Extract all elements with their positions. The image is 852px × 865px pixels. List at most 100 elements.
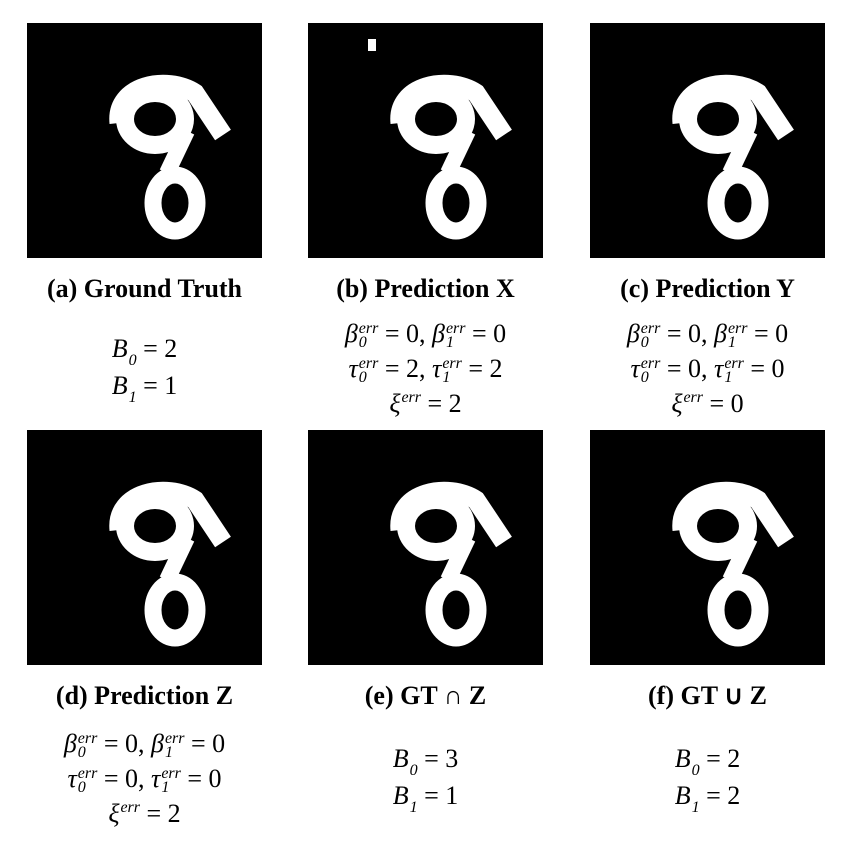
scripts: err 0 (358, 355, 379, 386)
subscript: 1 (164, 743, 173, 761)
scripts: 1 (409, 799, 418, 816)
scripts: err 1 (164, 729, 185, 761)
scripts: err 1 (442, 354, 462, 385)
equation-line: β err 0 = 0, β err 1 = 0 (627, 316, 788, 351)
symbol: ξ (671, 388, 683, 418)
expression: = 2 (421, 388, 462, 418)
superscript: err (683, 388, 704, 406)
scripts: 1 (691, 799, 700, 816)
equation-line: τ err 0 = 0, τ err 1 = 0 (630, 351, 784, 386)
equation-line: τ err 0 = 2, τ err 1 = 2 (348, 351, 502, 386)
caption: (b) Prediction X (336, 274, 515, 303)
mask-image (27, 23, 262, 258)
equations: β err 0 = 0, β err 1 = 0 τ err 0 = 0, τ err 1 = 0… (566, 312, 850, 424)
expression: = 0 (184, 728, 226, 758)
symbol: B (111, 334, 128, 363)
caption: (c) Prediction Y (620, 274, 795, 303)
expression: = 0 (703, 388, 744, 418)
subscript: 0 (409, 762, 418, 779)
symbol: τ (348, 353, 358, 383)
symbol: B (674, 744, 691, 773)
scripts: err 0 (77, 729, 98, 761)
subscript: 1 (691, 799, 700, 816)
expression: = 2, (378, 353, 432, 383)
expression: = 1 (417, 781, 459, 810)
superscript: err (164, 729, 185, 747)
expression: = 0, (660, 353, 714, 383)
symbol: ξ (108, 798, 120, 828)
symbol: β (63, 728, 77, 758)
subscript: 1 (161, 778, 170, 796)
equations: β err 0 = 0, β err 1 = 0 τ err 0 = 2, τ err 1 = 2… (284, 312, 568, 424)
subscript: 0 (77, 743, 86, 761)
subscript: 0 (358, 368, 367, 386)
superscript: err (640, 319, 661, 337)
expression: = 0, (378, 318, 432, 348)
equation-line: ξ err = 0 (671, 386, 743, 421)
scripts: err 0 (640, 354, 661, 385)
subscript: 0 (691, 762, 700, 779)
subscript: 1 (409, 799, 418, 816)
equation-line: ξ err = 2 (108, 796, 180, 831)
symbol: ξ (389, 388, 401, 418)
subscript: 1 (724, 368, 733, 386)
mask-image (590, 23, 825, 258)
subscript: 0 (358, 333, 367, 351)
equations: β err 0 = 0, β err 1 = 0 τ err 0 = 0, τ err 1 = 0… (3, 722, 287, 834)
scripts: err 1 (161, 764, 181, 796)
symbol: β (432, 318, 445, 348)
scripts: err (120, 798, 141, 816)
superscript: err (161, 764, 181, 782)
superscript: err (445, 319, 466, 337)
superscript: err (640, 354, 661, 372)
symbol: β (714, 318, 727, 348)
scripts: err 1 (724, 354, 744, 386)
subscript: 1 (128, 389, 137, 406)
symbol: τ (432, 353, 442, 383)
scripts: 0 (128, 352, 137, 369)
superscript: err (120, 798, 141, 816)
subscript: 1 (445, 333, 454, 351)
superscript: err (77, 764, 98, 782)
scripts: 0 (691, 762, 700, 779)
symbol: τ (630, 353, 640, 383)
scripts: err 0 (358, 320, 379, 351)
expression: = 3 (417, 744, 459, 773)
mask-image (308, 430, 543, 665)
scripts: 0 (409, 762, 418, 779)
superscript: err (77, 729, 98, 747)
scripts: err (401, 388, 422, 406)
scripts: err 0 (77, 764, 98, 795)
expression: = 2 (699, 781, 741, 810)
expression: = 0, (660, 318, 714, 348)
expression: = 0, (97, 728, 151, 758)
symbol: B (674, 781, 691, 810)
symbol: τ (151, 763, 161, 793)
symbol: τ (714, 353, 724, 383)
symbol: B (392, 744, 409, 773)
mask-image (27, 430, 262, 665)
symbol: τ (67, 763, 77, 793)
superscript: err (401, 388, 422, 406)
symbol: β (151, 728, 164, 758)
expression: = 0 (743, 353, 785, 383)
subscript: 0 (128, 352, 137, 369)
expression: = 0 (465, 318, 507, 348)
expression: = 2 (699, 744, 741, 773)
scripts: 1 (128, 389, 137, 406)
equation-line: β err 0 = 0, β err 1 = 0 (64, 726, 225, 761)
superscript: err (442, 354, 462, 372)
symbol: β (344, 318, 358, 348)
subscript: 1 (727, 333, 736, 351)
superscript: err (724, 354, 744, 372)
